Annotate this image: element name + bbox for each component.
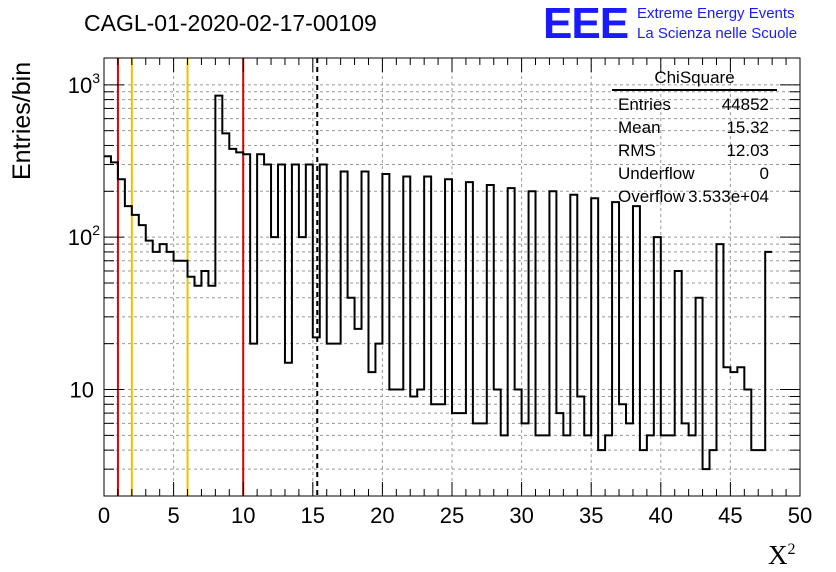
- x-tick-label: 35: [579, 503, 603, 528]
- x-tick-label: 30: [509, 503, 533, 528]
- y-axis-label: Entries/bin: [8, 61, 36, 180]
- stats-value: 12.03: [726, 141, 769, 160]
- stats-row-underflow: Underflow 0: [612, 162, 777, 185]
- stats-value: 3.533e+04: [688, 187, 769, 206]
- histogram-outline: [104, 94, 773, 471]
- axis-layer: 0 5 10 15 20 25 30 35 40 45 50 10 102 103: [68, 57, 812, 528]
- stats-label: Mean: [618, 118, 661, 137]
- x-axis-label: X2: [768, 540, 796, 571]
- eee-logo: EEE: [543, 0, 629, 48]
- marker-lines-layer: [116, 58, 319, 496]
- stats-row-overflow: Overflow 3.533e+04: [612, 185, 777, 208]
- logo-caption: Extreme Energy Events La Scienza nelle S…: [637, 4, 797, 44]
- y-tick-label: 103: [68, 70, 100, 98]
- stats-value: 0: [759, 164, 769, 183]
- chart-title: CAGL-01-2020-02-17-00109: [84, 10, 377, 36]
- logo-caption-line1: Extreme Energy Events: [637, 5, 795, 22]
- x-tick-label: 10: [231, 503, 255, 528]
- stats-box: ChiSquare Entries 44852 Mean 15.32 RMS 1…: [612, 68, 777, 208]
- x-tick-label: 5: [167, 503, 179, 528]
- stats-value: 15.32: [726, 118, 769, 137]
- x-tick-label: 25: [440, 503, 464, 528]
- x-axis-label-text: X: [768, 540, 788, 570]
- stats-label: Overflow: [618, 187, 686, 206]
- logo-caption-line2: La Scienza nelle Scuole: [637, 25, 798, 42]
- stats-label: Entries: [618, 95, 671, 114]
- stats-row-rms: RMS 12.03: [612, 139, 777, 162]
- stats-value: 44852: [721, 95, 769, 114]
- stats-title: ChiSquare: [612, 68, 777, 91]
- y-tick-label: 10: [70, 378, 94, 403]
- histogram-layer: [104, 94, 773, 471]
- x-tick-label: 15: [301, 503, 325, 528]
- stats-row-entries: Entries 44852: [612, 93, 777, 116]
- x-tick-label: 40: [649, 503, 673, 528]
- stats-label: Underflow: [618, 164, 695, 183]
- stats-label: RMS: [618, 141, 656, 160]
- x-tick-label: 20: [370, 503, 394, 528]
- x-tick-label: 45: [718, 503, 742, 528]
- x-tick-label: 0: [98, 503, 110, 528]
- y-tick-label: 102: [68, 222, 100, 250]
- x-axis-label-superscript: 2: [787, 541, 796, 558]
- x-tick-label: 50: [788, 503, 812, 528]
- stats-row-mean: Mean 15.32: [612, 116, 777, 139]
